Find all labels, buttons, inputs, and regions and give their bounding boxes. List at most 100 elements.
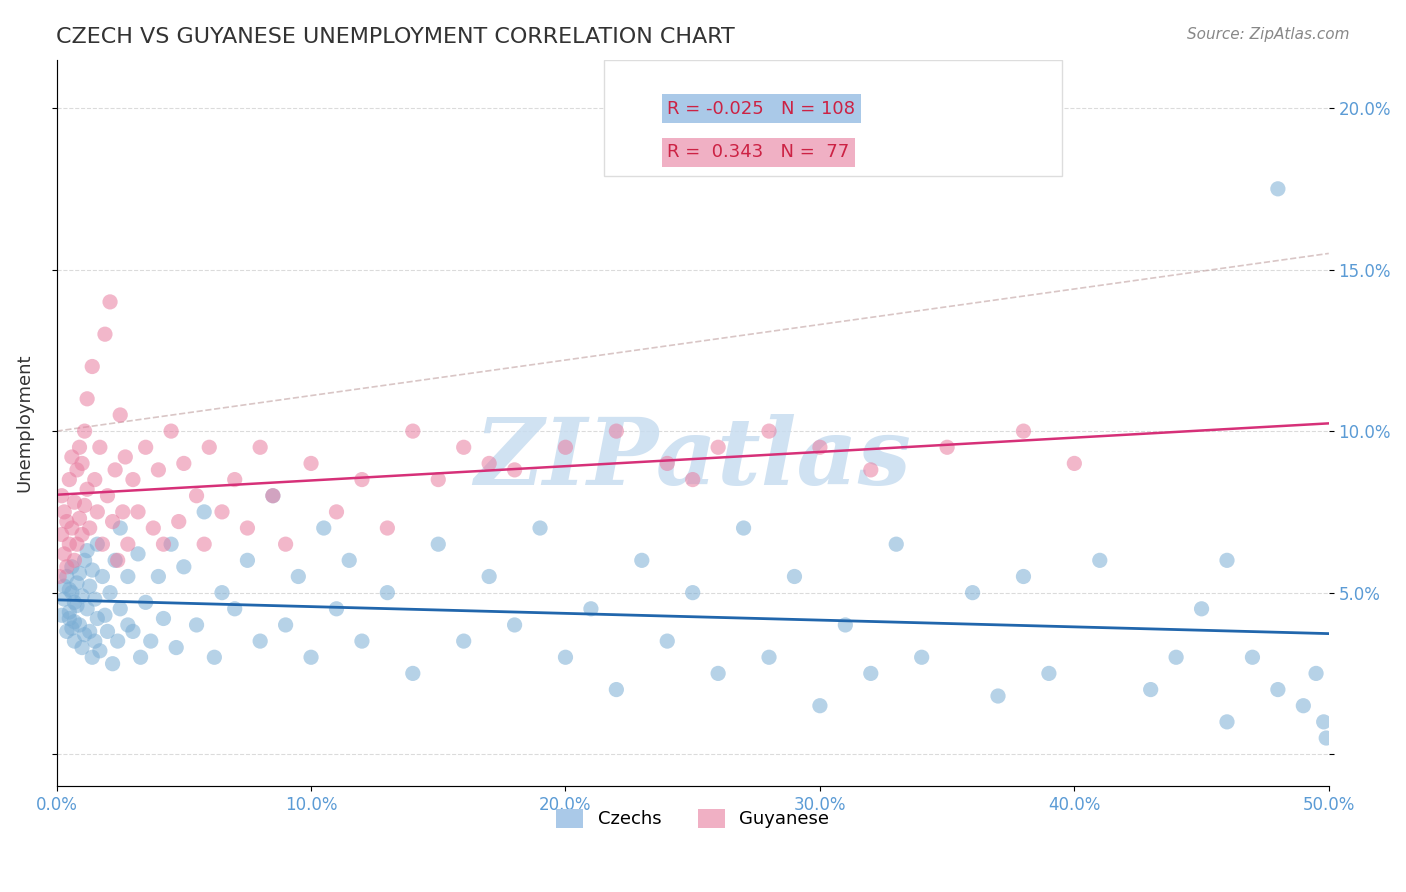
Point	[51, 608, 73, 623]
Point	[193, 537, 215, 551]
Point	[51, 527, 73, 541]
Point	[758, 424, 780, 438]
Point	[58, 611, 80, 625]
Point	[135, 595, 157, 609]
Point	[236, 553, 259, 567]
Point	[287, 569, 309, 583]
Point	[101, 515, 124, 529]
Point	[274, 537, 297, 551]
Point	[299, 650, 322, 665]
FancyBboxPatch shape	[603, 60, 1062, 176]
Point	[66, 537, 89, 551]
Point	[79, 624, 101, 639]
Point	[117, 537, 139, 551]
Point	[60, 450, 83, 464]
Point	[53, 505, 76, 519]
Text: R =  0.343   N =  77: R = 0.343 N = 77	[668, 144, 849, 161]
Point	[60, 585, 83, 599]
Point	[758, 650, 780, 665]
Point	[325, 602, 347, 616]
Point	[453, 440, 475, 454]
Point	[89, 644, 111, 658]
Point	[1063, 457, 1085, 471]
Point	[58, 537, 80, 551]
Point	[107, 634, 129, 648]
Point	[107, 553, 129, 567]
Point	[224, 473, 246, 487]
Point	[98, 294, 121, 309]
Point	[104, 553, 127, 567]
Point	[51, 489, 73, 503]
Point	[427, 473, 450, 487]
Point	[148, 463, 170, 477]
Point	[377, 585, 399, 599]
Point	[76, 543, 98, 558]
Point	[69, 618, 91, 632]
Legend: Czechs, Guyanese: Czechs, Guyanese	[550, 802, 837, 836]
Point	[834, 618, 856, 632]
Point	[579, 602, 602, 616]
Point	[884, 537, 907, 551]
Point	[249, 440, 271, 454]
Point	[53, 579, 76, 593]
Point	[249, 634, 271, 648]
Point	[733, 521, 755, 535]
Point	[808, 440, 831, 454]
Point	[1012, 569, 1035, 583]
Point	[1216, 714, 1239, 729]
Point	[60, 559, 83, 574]
Point	[936, 440, 959, 454]
Point	[605, 424, 627, 438]
Point	[63, 495, 86, 509]
Point	[503, 463, 526, 477]
Point	[1191, 602, 1213, 616]
Point	[503, 618, 526, 632]
Point	[94, 327, 117, 342]
Point	[630, 553, 652, 567]
Point	[69, 566, 91, 581]
Point	[135, 440, 157, 454]
Point	[1012, 424, 1035, 438]
Point	[56, 559, 79, 574]
Point	[76, 602, 98, 616]
Point	[122, 473, 145, 487]
Point	[211, 505, 233, 519]
Point	[236, 521, 259, 535]
Point	[63, 595, 86, 609]
Point	[478, 457, 501, 471]
Point	[60, 621, 83, 635]
Point	[529, 521, 551, 535]
Point	[122, 624, 145, 639]
Point	[117, 569, 139, 583]
Point	[117, 618, 139, 632]
Point	[173, 559, 195, 574]
Point	[1216, 553, 1239, 567]
Point	[114, 450, 136, 464]
Point	[79, 521, 101, 535]
Point	[101, 657, 124, 671]
Point	[193, 505, 215, 519]
Point	[312, 521, 335, 535]
Point	[73, 499, 96, 513]
Point	[1315, 731, 1337, 745]
Point	[111, 505, 134, 519]
Point	[53, 592, 76, 607]
Point	[211, 585, 233, 599]
Point	[110, 521, 132, 535]
Point	[198, 440, 221, 454]
Point	[58, 605, 80, 619]
Point	[554, 650, 576, 665]
Point	[453, 634, 475, 648]
Point	[402, 424, 425, 438]
Point	[707, 440, 730, 454]
Point	[63, 634, 86, 648]
Point	[1267, 182, 1289, 196]
Point	[274, 618, 297, 632]
Point	[783, 569, 806, 583]
Y-axis label: Unemployment: Unemployment	[15, 354, 32, 492]
Point	[127, 547, 149, 561]
Point	[478, 569, 501, 583]
Point	[73, 424, 96, 438]
Point	[167, 515, 190, 529]
Point	[60, 521, 83, 535]
